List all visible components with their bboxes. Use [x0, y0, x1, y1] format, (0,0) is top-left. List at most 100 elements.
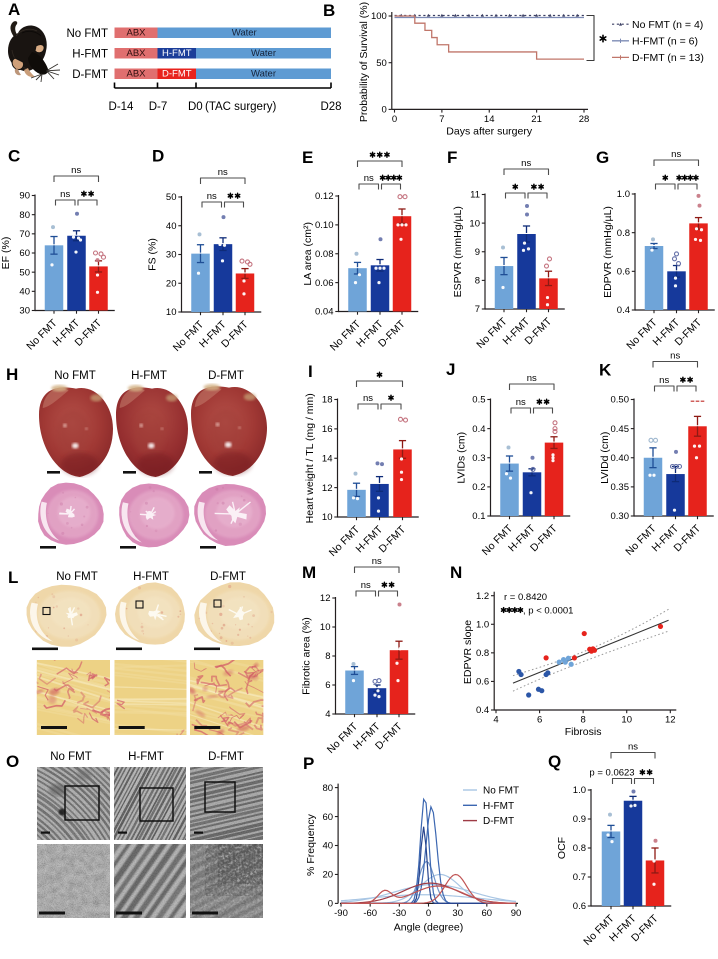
- svg-text:ns: ns: [628, 742, 638, 753]
- svg-text:10: 10: [320, 622, 331, 633]
- svg-text:M: M: [302, 563, 316, 582]
- svg-text:60: 60: [19, 248, 30, 259]
- svg-text:LVIDs (cm): LVIDs (cm): [456, 432, 468, 484]
- svg-text:Fibrotic area (%): Fibrotic area (%): [301, 617, 313, 695]
- svg-text:50: 50: [376, 58, 387, 69]
- svg-text:10: 10: [469, 218, 480, 229]
- svg-text:E: E: [302, 148, 313, 167]
- svg-text:No FMT: No FMT: [483, 786, 519, 797]
- svg-text:% Frequency: % Frequency: [305, 813, 317, 876]
- svg-text:EF (%): EF (%): [0, 237, 12, 270]
- svg-text:No FMT: No FMT: [54, 370, 96, 382]
- svg-text:-30: -30: [392, 908, 406, 919]
- svg-text:ns: ns: [207, 191, 217, 202]
- svg-text:ns: ns: [364, 173, 374, 184]
- svg-text:-90: -90: [334, 908, 348, 919]
- svg-text:I: I: [308, 362, 313, 381]
- svg-text:H-FMT: H-FMT: [72, 49, 108, 61]
- svg-text:ns: ns: [71, 165, 81, 176]
- svg-text:D-FMT: D-FMT: [483, 816, 514, 827]
- svg-text:4: 4: [493, 715, 498, 726]
- svg-text:0.30: 0.30: [611, 511, 630, 522]
- svg-text:(TAC surgery): (TAC surgery): [205, 101, 277, 113]
- svg-text:10: 10: [166, 307, 177, 318]
- svg-text:11: 11: [470, 190, 480, 201]
- svg-text:10: 10: [322, 512, 333, 523]
- svg-text:0.12: 0.12: [315, 191, 334, 202]
- svg-text:50: 50: [19, 267, 30, 278]
- svg-text:ns: ns: [218, 167, 228, 178]
- svg-text:Heart weight / TL (mg / mm): Heart weight / TL (mg / mm): [304, 393, 316, 523]
- svg-text:0: 0: [382, 105, 387, 116]
- svg-text:0.4: 0.4: [476, 705, 489, 716]
- svg-text:H-FMT: H-FMT: [131, 370, 167, 382]
- svg-text:EDPVR (mmHg/µL): EDPVR (mmHg/µL): [602, 206, 614, 298]
- svg-text:7: 7: [475, 304, 480, 315]
- svg-text:H-FMT: H-FMT: [483, 801, 514, 812]
- svg-text:Water: Water: [232, 28, 257, 39]
- svg-text:0.6: 0.6: [476, 677, 489, 688]
- svg-text:ABX: ABX: [126, 28, 146, 39]
- svg-text:ns: ns: [670, 351, 680, 362]
- svg-text:No FMT: No FMT: [50, 751, 92, 763]
- svg-text:0.9: 0.9: [573, 814, 586, 825]
- svg-text:D-FMT: D-FMT: [162, 69, 192, 80]
- svg-text:20: 20: [323, 870, 334, 881]
- svg-text:D: D: [152, 147, 164, 166]
- svg-text:8: 8: [325, 651, 330, 662]
- svg-text:4: 4: [325, 709, 330, 720]
- svg-text:Angle (degree): Angle (degree): [394, 921, 463, 933]
- svg-text:H-FMT: H-FMT: [162, 48, 192, 59]
- svg-text:18: 18: [322, 395, 333, 406]
- svg-text:OCF: OCF: [556, 837, 568, 859]
- svg-text:H: H: [6, 365, 18, 384]
- svg-text:-60: -60: [363, 908, 377, 919]
- svg-text:D-FMT: D-FMT: [208, 370, 244, 382]
- svg-text:9: 9: [475, 247, 480, 258]
- svg-text:60: 60: [482, 908, 493, 919]
- svg-text:L: L: [8, 568, 18, 587]
- svg-text:0: 0: [328, 899, 333, 910]
- svg-text:100: 100: [371, 11, 387, 22]
- svg-text:0.40: 0.40: [611, 453, 630, 464]
- svg-text:30: 30: [452, 908, 463, 919]
- svg-text:Days after surgery: Days after surgery: [446, 125, 533, 137]
- svg-text:16: 16: [322, 424, 333, 435]
- svg-text:No FMT (n = 4): No FMT (n = 4): [632, 19, 703, 31]
- svg-text:8: 8: [580, 715, 585, 726]
- svg-text:0.6: 0.6: [617, 267, 630, 278]
- svg-text:, p < 0.0001: , p < 0.0001: [523, 606, 573, 617]
- svg-text:14: 14: [322, 453, 333, 464]
- svg-text:A: A: [8, 0, 20, 19]
- svg-text:ABX: ABX: [126, 69, 146, 80]
- svg-text:ns: ns: [527, 373, 537, 384]
- svg-text:8: 8: [475, 276, 480, 287]
- svg-text:1.2: 1.2: [476, 591, 489, 602]
- svg-text:ESPVR (mmHg/µL): ESPVR (mmHg/µL): [452, 206, 464, 297]
- svg-text:0.7: 0.7: [573, 872, 586, 883]
- svg-text:0.10: 0.10: [315, 220, 334, 231]
- svg-text:1.0: 1.0: [617, 189, 630, 200]
- svg-text:O: O: [6, 752, 19, 771]
- svg-text:B: B: [323, 1, 335, 20]
- svg-text:80: 80: [323, 783, 334, 794]
- svg-text:G: G: [596, 148, 609, 167]
- svg-text:ns: ns: [659, 375, 669, 386]
- svg-text:ns: ns: [60, 189, 70, 200]
- svg-text:K: K: [599, 361, 612, 380]
- svg-text:40: 40: [323, 841, 334, 852]
- svg-text:H-FMT: H-FMT: [128, 751, 164, 763]
- svg-text:Fibrosis: Fibrosis: [565, 726, 602, 738]
- svg-text:N: N: [450, 563, 462, 582]
- svg-text:LA area (cm²): LA area (cm²): [302, 222, 314, 286]
- svg-text:C: C: [8, 147, 20, 166]
- svg-text:r = 0.8420: r = 0.8420: [504, 592, 547, 603]
- svg-text:28: 28: [579, 114, 590, 125]
- svg-text:12: 12: [320, 593, 331, 604]
- svg-text:p = 0.0623: p = 0.0623: [589, 768, 634, 779]
- svg-text:40: 40: [19, 287, 30, 298]
- svg-text:1.0: 1.0: [476, 620, 489, 631]
- svg-text:0.08: 0.08: [315, 249, 334, 260]
- svg-text:0.04: 0.04: [315, 307, 334, 318]
- svg-text:1.0: 1.0: [573, 785, 586, 796]
